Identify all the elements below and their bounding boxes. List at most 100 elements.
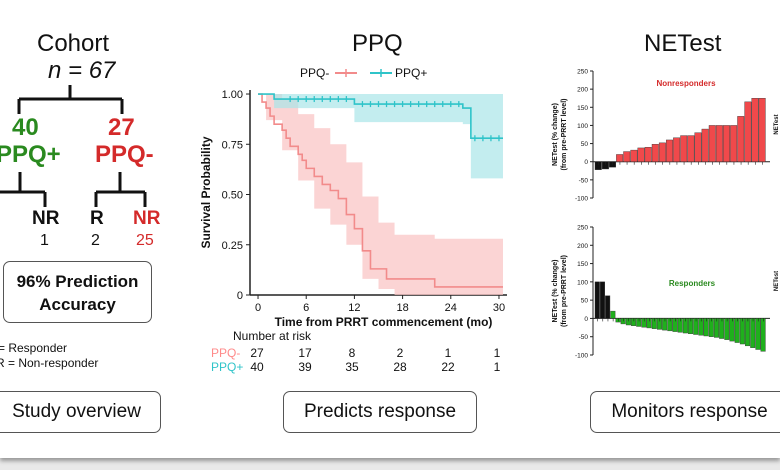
accuracy-line1: 96% Prediction <box>16 272 139 291</box>
bar <box>610 310 616 319</box>
bar <box>688 318 694 334</box>
bar-y-tick-label: 0 <box>584 159 588 166</box>
study-overview-box: Study overview <box>0 391 161 433</box>
bar-y-tick-label: 100 <box>577 279 588 286</box>
risk-cell: 1 <box>444 346 452 360</box>
accuracy-box: 96% Prediction Accuracy <box>3 261 152 323</box>
km-y-tick-label: 0 <box>237 290 243 302</box>
legend-nonresponder: R = Non-responder <box>0 356 99 370</box>
bar-y-tick-label: 50 <box>581 298 589 305</box>
leaf-neg-r-count: 2 <box>91 232 100 249</box>
bar <box>723 125 730 162</box>
leaf-pos-nr-label: NR <box>32 208 60 229</box>
bar <box>646 318 652 329</box>
risk-cell: 17 <box>298 346 312 360</box>
bar-y-tick-label: 150 <box>577 105 588 112</box>
bar <box>755 318 761 350</box>
km-x-tick-label: 18 <box>396 302 408 314</box>
bar <box>701 128 709 162</box>
bar <box>703 318 709 337</box>
bar <box>658 142 666 162</box>
bar <box>758 98 766 162</box>
risk-cell: 27 <box>250 346 264 360</box>
bar <box>744 101 752 162</box>
risk-cell: 2 <box>396 346 404 360</box>
bar <box>708 125 716 162</box>
bar-y-tick-label: 100 <box>577 123 588 130</box>
bar-y-tick-label: 250 <box>577 69 588 76</box>
bar <box>734 318 740 343</box>
bar-y-tick-label: 200 <box>577 243 588 250</box>
km-y-axis-label: Survival Probability <box>199 136 213 248</box>
bar <box>745 318 751 347</box>
bar <box>599 281 605 319</box>
bar <box>687 135 695 162</box>
group-pos-label: PPQ+ <box>0 141 61 168</box>
leaf-neg-r-label: R <box>90 208 104 229</box>
bar <box>698 318 704 336</box>
km-curve-neg <box>258 93 503 288</box>
bar-y-tick-label: 50 <box>581 141 589 148</box>
risk-cell: 8 <box>348 346 356 360</box>
bar <box>737 116 745 162</box>
km-ci-band-neg <box>258 94 503 295</box>
bar <box>641 318 647 328</box>
km-x-tick-label: 12 <box>348 302 360 314</box>
km-curve-pos <box>258 93 503 140</box>
bar <box>682 318 688 334</box>
risk-cell: 28 <box>393 360 407 374</box>
bar <box>719 318 725 339</box>
accuracy-line2: Accuracy <box>39 295 116 314</box>
monitors-response-label: Monitors response <box>611 401 768 422</box>
bar-chart-title-responders: Responders <box>669 279 716 288</box>
bar <box>694 132 702 162</box>
leaf-neg-nr-count: 25 <box>136 232 154 249</box>
risk-cell: 22 <box>441 360 455 374</box>
bar <box>630 149 638 162</box>
risk-cell: 35 <box>345 360 359 374</box>
bar-y-tick-label: -50 <box>579 334 589 341</box>
km-x-tick-label: 30 <box>493 302 505 314</box>
bar <box>715 125 723 162</box>
bar-y-tick-label: -50 <box>579 177 589 184</box>
bar <box>625 318 631 326</box>
bar <box>750 318 756 348</box>
bar <box>631 318 637 326</box>
km-x-tick-label: 24 <box>445 302 457 314</box>
bar <box>594 281 600 319</box>
bar-chart-title-nonresponders: Nonresponders <box>656 79 716 88</box>
bar-y-tick-label: -100 <box>575 196 588 203</box>
group-neg-label: PPQ- <box>95 141 154 168</box>
study-overview-label: Study overview <box>12 401 141 422</box>
bar-y-tick-label: 0 <box>584 316 588 323</box>
cohort-tree <box>0 85 147 207</box>
leaf-pos-nr-count: 1 <box>40 232 49 249</box>
bar <box>760 318 766 352</box>
bar-y-tick-label: -100 <box>575 353 588 360</box>
bar-y-label-line2: (from pre-PRRT level) <box>561 99 568 171</box>
group-pos-count: 40 <box>12 114 39 141</box>
risk-row-neg-label: PPQ- <box>211 346 241 360</box>
km-y-tick-label: 1.00 <box>222 89 243 101</box>
group-neg-count: 27 <box>108 114 135 141</box>
bar <box>644 146 652 162</box>
risk-cell: 39 <box>298 360 312 374</box>
km-y-tick-label: 0.75 <box>222 139 243 151</box>
cohort-n: n = 67 <box>48 57 116 84</box>
bar <box>729 318 735 342</box>
km-y-tick-label: 0.25 <box>222 240 243 252</box>
bar <box>623 151 631 162</box>
ppq-title: PPQ <box>352 30 403 57</box>
km-legend-pos-label: PPQ+ <box>395 66 427 80</box>
bar-y-label-line1: NETest (% change) <box>552 260 559 323</box>
leaf-neg-nr-label: NR <box>133 208 161 229</box>
predicts-response-box: Predicts response <box>283 391 477 433</box>
bar <box>605 295 611 319</box>
predicts-response-label: Predicts response <box>303 401 457 422</box>
km-legend-neg-label: PPQ- <box>300 66 329 80</box>
bar-y-tick-label: 250 <box>577 225 588 232</box>
bar <box>693 318 699 335</box>
km-x-axis-label: Time from PRRT commencement (mo) <box>275 315 493 329</box>
risk-row-pos-label: PPQ+ <box>211 360 244 374</box>
